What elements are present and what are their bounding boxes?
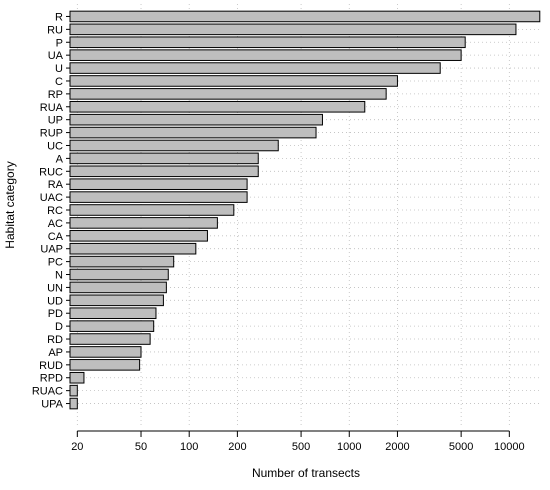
bar: [69, 36, 466, 49]
category-label: RUA: [40, 102, 64, 114]
bar: [69, 346, 142, 358]
category-label: C: [55, 76, 63, 88]
bar: [69, 242, 197, 255]
bar: [69, 139, 279, 152]
category-labels: RRUPUAUCRPRUAUPRUPUCARUCRAUACRCACCAUAPPC…: [32, 11, 70, 411]
bar: [69, 10, 541, 23]
category-label: N: [55, 270, 63, 282]
x-tick-label: 2000: [385, 441, 409, 453]
bar: [69, 62, 441, 74]
bar: [69, 178, 248, 190]
x-tick-label: 1000: [337, 441, 361, 453]
bar: [69, 268, 169, 281]
category-label: AP: [48, 347, 63, 359]
category-label: UAC: [40, 192, 63, 204]
bar: [69, 88, 387, 100]
category-label: RPD: [40, 373, 63, 385]
x-tick-label: 50: [135, 441, 147, 453]
category-label: RD: [47, 334, 63, 346]
category-label: UAP: [40, 244, 63, 256]
category-label: RP: [48, 89, 63, 101]
x-tick-label: 500: [292, 441, 310, 453]
category-label: RA: [48, 179, 64, 191]
category-label: RUAC: [32, 386, 63, 398]
x-tick-label: 200: [228, 441, 246, 453]
bar: [69, 113, 323, 126]
bar: [69, 255, 175, 268]
category-label: UP: [48, 115, 63, 127]
bar: [69, 294, 164, 307]
x-axis: 20 50 100 200 500 1000 2000 5000 10000: [71, 430, 525, 453]
bar: [69, 191, 248, 203]
x-tick-label: 5000: [449, 441, 473, 453]
category-label: RUP: [40, 128, 63, 140]
bar: [69, 333, 151, 345]
bar: [69, 371, 85, 384]
category-label: P: [56, 37, 63, 49]
category-label: RU: [47, 24, 63, 36]
x-axis-title: Number of transects: [252, 466, 360, 480]
category-label: UC: [47, 140, 63, 152]
bar: [69, 359, 141, 371]
bar: [69, 281, 167, 294]
bar: [69, 204, 235, 216]
bar: [69, 23, 517, 36]
bar: [69, 75, 398, 87]
x-tick-label: 10000: [494, 441, 525, 453]
category-label: PD: [48, 308, 63, 320]
bar: [69, 217, 218, 229]
y-axis-title: Habitat category: [3, 161, 17, 248]
category-label: UA: [48, 50, 64, 62]
bars: [69, 10, 541, 410]
bar: [69, 384, 78, 397]
bar: [69, 126, 317, 139]
category-label: U: [55, 63, 63, 75]
category-label: AC: [48, 218, 63, 230]
category-label: UN: [47, 282, 63, 294]
category-label: UD: [47, 295, 63, 307]
category-label: PC: [48, 257, 63, 269]
category-label: R: [55, 11, 63, 23]
bar: [69, 320, 155, 332]
bar: [69, 152, 259, 165]
category-label: RUD: [39, 360, 63, 372]
bar: [69, 165, 259, 178]
bar: [69, 100, 366, 113]
category-label: UPA: [41, 399, 63, 411]
category-label: RC: [47, 205, 63, 217]
x-tick-label: 100: [180, 441, 198, 453]
bar: [69, 230, 208, 242]
category-label: D: [55, 321, 63, 333]
x-tick-label: 20: [71, 441, 83, 453]
bar: [69, 307, 157, 320]
category-label: CA: [48, 231, 64, 243]
category-label: A: [56, 153, 64, 165]
bar: [69, 49, 462, 61]
bar: [69, 397, 78, 410]
category-label: RUC: [39, 166, 63, 178]
